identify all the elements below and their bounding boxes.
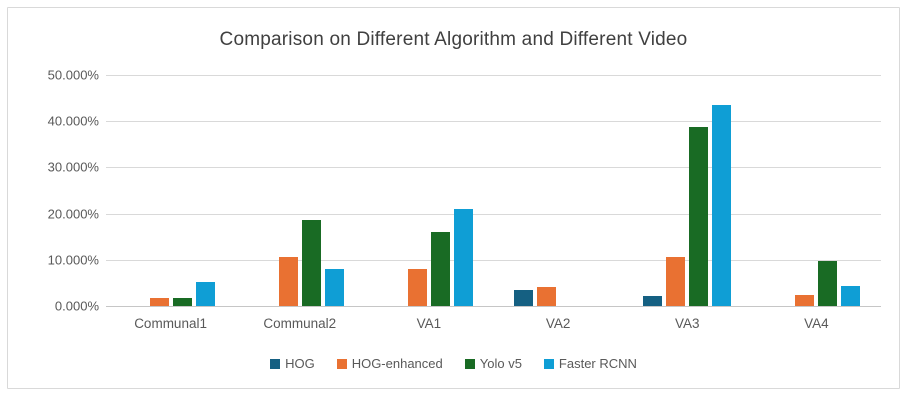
gridline (106, 306, 881, 307)
gridline (106, 121, 881, 122)
legend-item-hog-enhanced: HOG-enhanced (336, 356, 443, 371)
bar-yolo-v5 (172, 298, 192, 306)
bar-group-va2 (494, 75, 623, 306)
x-axis-label: VA4 (804, 316, 829, 331)
chart-legend: HOG HOG-enhanced Yolo v5 Faster RCNN (8, 356, 899, 371)
plot-area: 50.000% 40.000% 30.000% 20.000% 10.000% 0.000… (48, 68, 881, 331)
bar-hog-enhanced (537, 287, 557, 306)
gridline (106, 214, 881, 215)
y-axis-tick-label: 50.000% (47, 67, 99, 83)
bar-faster-rcnn (841, 285, 861, 306)
x-axis-label: VA1 (416, 316, 442, 331)
legend-label: Yolo v5 (479, 356, 522, 371)
x-axis-label: Communal2 (263, 316, 337, 331)
gridline (106, 75, 881, 76)
bar-hog-enhanced (149, 297, 169, 306)
bar-hog-enhanced (278, 256, 298, 306)
legend-swatch-icon (270, 358, 281, 369)
bar-group-va4 (752, 75, 881, 306)
legend-label: Faster RCNN (558, 356, 637, 371)
legend-item-yolo-v5: Yolo v5 (464, 356, 522, 371)
x-axis-label: VA2 (545, 316, 571, 331)
bar-faster-rcnn (712, 105, 732, 306)
gridline (106, 260, 881, 261)
chart-frame: Comparison on Different Algorithm and Di… (7, 7, 900, 389)
bar-hog-enhanced (407, 269, 427, 306)
legend-swatch-icon (336, 358, 347, 369)
y-axis-tick-label: 40.000% (47, 113, 99, 129)
y-axis-tick-label: 10.000% (47, 252, 99, 268)
bar-hog (643, 295, 663, 306)
bar-yolo-v5 (301, 220, 321, 306)
bar-group-communal1 (106, 75, 235, 306)
y-axis-tick-label: 20.000% (47, 206, 99, 222)
bar-yolo-v5 (689, 126, 709, 306)
bar-yolo-v5 (430, 232, 450, 306)
bar-group-va3 (623, 75, 752, 306)
legend-item-faster-rcnn: Faster RCNN (543, 356, 637, 371)
bar-faster-rcnn (324, 268, 344, 306)
x-axis-label: Communal1 (134, 316, 207, 331)
bar-faster-rcnn (195, 281, 215, 306)
bar-yolo-v5 (818, 260, 838, 306)
y-axis-tick-label: 30.000% (47, 159, 99, 175)
bar-hog-enhanced (795, 294, 815, 306)
legend-swatch-icon (543, 358, 554, 369)
bar-hog-enhanced (666, 256, 686, 306)
chart-title: Comparison on Different Algorithm and Di… (219, 29, 688, 50)
legend-label: HOG (285, 356, 315, 371)
bar-faster-rcnn (453, 209, 473, 306)
y-axis-tick-label: 0.000% (54, 298, 99, 314)
legend-label: HOG-enhanced (351, 356, 443, 371)
legend-item-hog: HOG (270, 356, 315, 371)
gridline (106, 167, 881, 168)
x-axis-label: VA3 (674, 316, 700, 331)
bar-group-va1 (364, 75, 493, 306)
bar-group-communal2 (235, 75, 364, 306)
legend-swatch-icon (464, 358, 475, 369)
bar-hog (514, 290, 534, 306)
